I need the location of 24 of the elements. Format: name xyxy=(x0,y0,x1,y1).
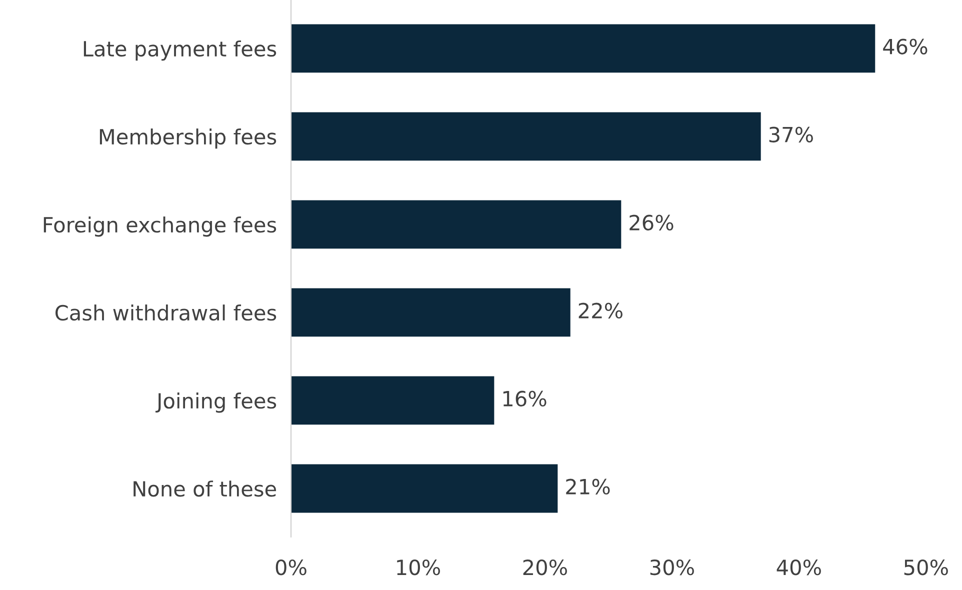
y-tick-label: Cash withdrawal fees xyxy=(56,304,276,321)
data-label: 26% xyxy=(630,214,674,230)
x-tick-label: 10% xyxy=(397,559,440,576)
x-tick-label: 30% xyxy=(650,559,694,576)
data-label: 37% xyxy=(769,126,813,142)
y-tick-label: Joining fees xyxy=(155,392,276,413)
data-label: 46% xyxy=(883,38,928,54)
bar xyxy=(291,464,558,513)
bar xyxy=(291,288,570,337)
data-label: 16% xyxy=(503,390,546,407)
y-tick-label: Membership fees xyxy=(100,128,276,149)
y-tick-label: Foreign exchange fees xyxy=(44,216,276,237)
bar xyxy=(291,112,761,161)
x-tick-label: 0% xyxy=(276,559,306,576)
y-tick-label: None of these xyxy=(134,480,276,497)
x-tick-label: 20% xyxy=(523,559,567,576)
data-label: 21% xyxy=(566,478,610,495)
y-tick-label: Late payment fees xyxy=(84,40,276,61)
data-label: 22% xyxy=(578,302,622,319)
bar xyxy=(291,376,494,425)
x-tick-label: 50% xyxy=(904,559,948,576)
bar xyxy=(291,24,876,73)
x-tick-label: 40% xyxy=(776,559,821,576)
bar xyxy=(291,200,622,249)
